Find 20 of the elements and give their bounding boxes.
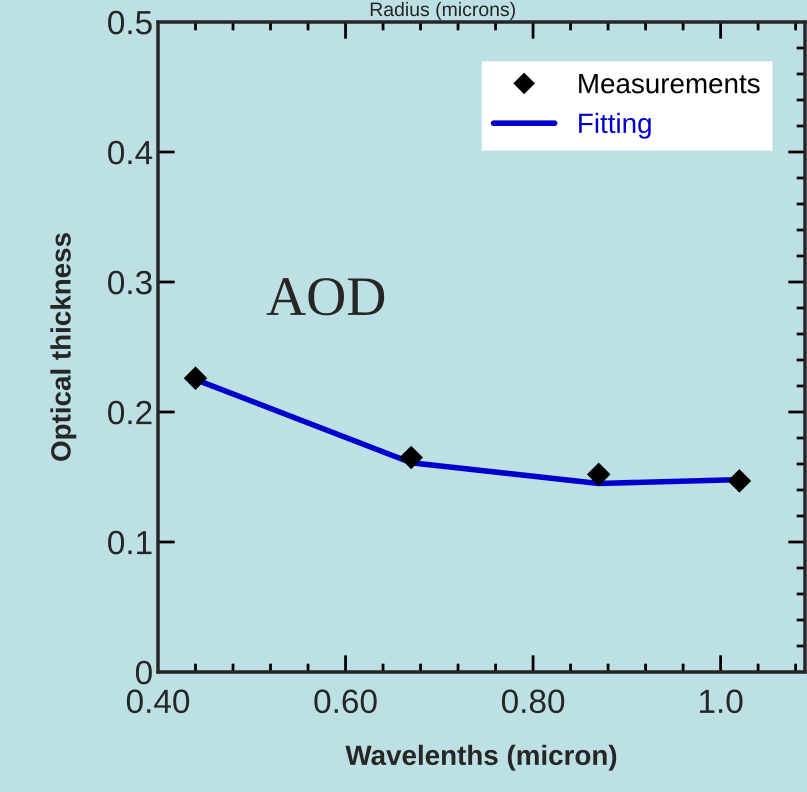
- y-tick-label: 0.5: [108, 10, 152, 34]
- y-axis-title: Optical thickness: [50, 233, 76, 461]
- point: [400, 446, 423, 469]
- legend-label: Fitting: [579, 112, 651, 139]
- y-tick-label: 0.2: [108, 400, 152, 424]
- x-tick-label: 0.40: [126, 690, 190, 714]
- y-tick-label: 0.3: [108, 270, 152, 294]
- point: [728, 469, 751, 492]
- text: Radius (microns): [370, 2, 515, 20]
- x-tick-label: 0.80: [502, 690, 564, 714]
- legend-label: Measurements: [579, 74, 760, 94]
- annotation: AOD: [266, 278, 384, 316]
- y-tick-label: 0.4: [108, 140, 152, 164]
- y-tick-label: 0: [136, 660, 152, 684]
- x-tick-label: 1.0: [700, 690, 742, 714]
- x-tick-label: 0.60: [314, 690, 377, 714]
- point: [587, 462, 610, 486]
- x-axis-title: Wavelenths (micron): [345, 744, 616, 771]
- point: [184, 366, 208, 390]
- y-tick-label: 0.1: [108, 530, 152, 554]
